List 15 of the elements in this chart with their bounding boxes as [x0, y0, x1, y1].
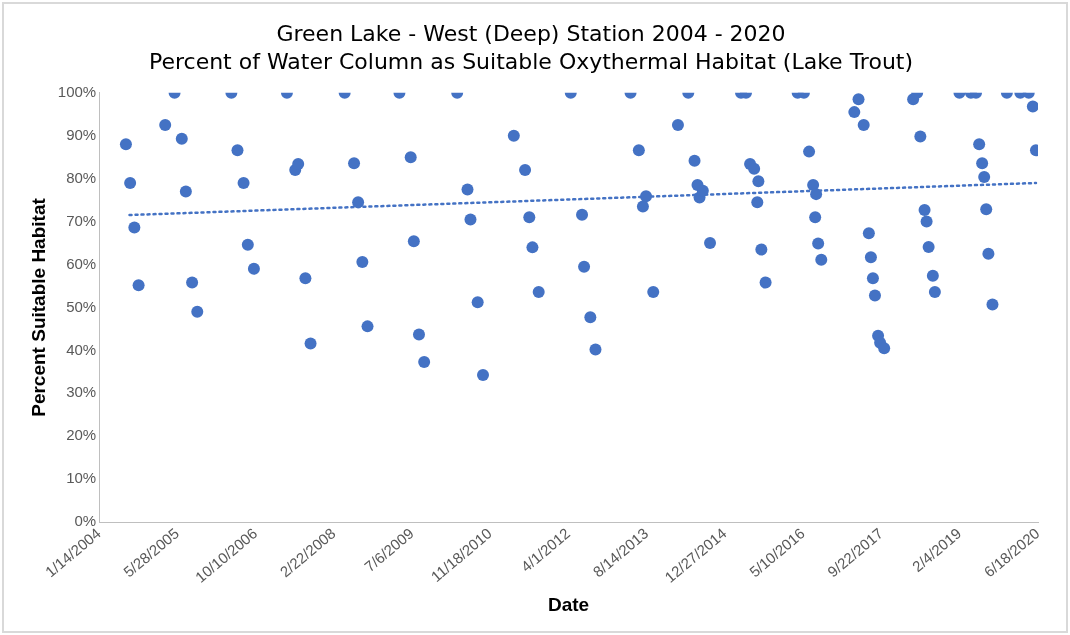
y-tick-label: 10% [66, 469, 97, 487]
y-axis-title: Percent Suitable Habitat [27, 197, 49, 417]
chart-subtitle: Percent of Water Column as Suitable Oxythermal Habitat (Lake Trout) [148, 49, 914, 75]
y-tick-label: 60% [66, 254, 97, 272]
x-axis-title: Date [547, 593, 590, 615]
chart-title: Green Lake - West (Deep) Station 2004 - 2020 [276, 20, 786, 46]
y-tick-label: 20% [66, 426, 97, 444]
y-tick-label: 90% [66, 125, 97, 143]
y-tick-label: 30% [66, 383, 97, 401]
y-tick-label: 80% [66, 168, 97, 186]
y-tick-label: 100% [57, 82, 97, 100]
y-tick-label: 50% [66, 297, 97, 315]
y-tick-label: 70% [66, 211, 97, 229]
y-tick-label: 0% [74, 512, 97, 530]
y-tick-label: 40% [66, 340, 97, 358]
